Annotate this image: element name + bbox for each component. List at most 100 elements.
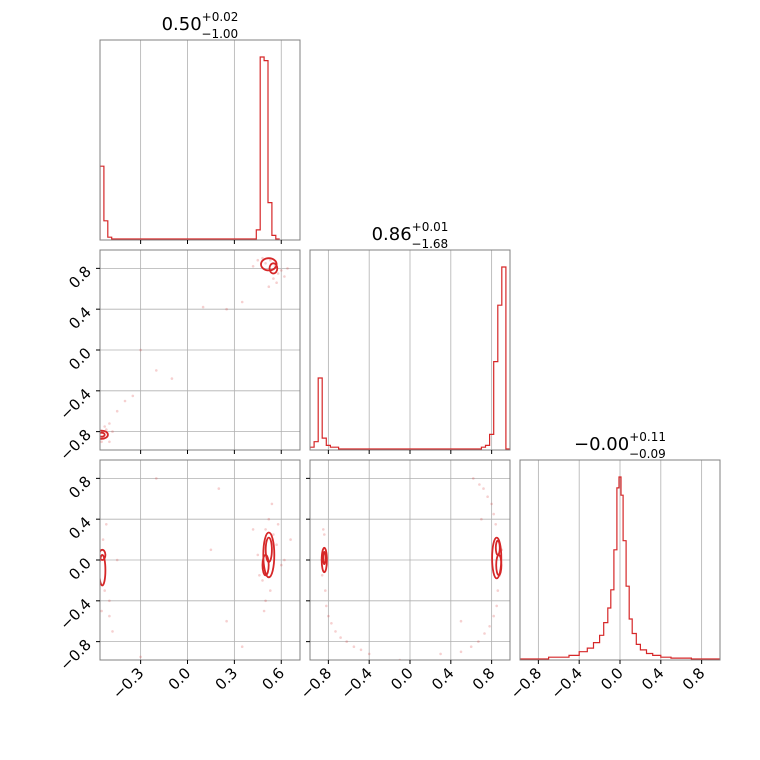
scatter-1-2-point	[459, 619, 463, 623]
scatter-0-2-point	[100, 609, 103, 613]
hist-0-title: 0.50+0.02 −1.00	[162, 10, 239, 41]
scatter-0-1-point	[131, 394, 135, 398]
hist-0-step	[100, 56, 280, 240]
scatter-0-1-point	[155, 369, 158, 372]
scatter-0-1-ytick-label: 0.0	[65, 344, 95, 374]
scatter-0-2-ytick-label: 0.8	[65, 472, 95, 502]
scatter-0-1-point	[108, 440, 111, 444]
scatter-0-2-point	[272, 533, 275, 536]
scatter-0-2-point	[105, 523, 108, 526]
hist-2-xtick-label: −0.8	[507, 664, 545, 702]
scatter-0-2-point	[267, 517, 271, 521]
scatter-0-2-point	[155, 477, 158, 480]
scatter-0-1-point	[115, 409, 119, 413]
scatter-1-2-point	[477, 640, 480, 643]
scatter-0-2-point	[240, 645, 244, 648]
scatter-1-2-contour	[494, 539, 501, 556]
scatter-1-2-xtick-label: −0.8	[297, 664, 335, 702]
scatter-0-1-point	[264, 262, 267, 265]
scatter-0-2-point	[256, 553, 260, 557]
scatter-0-2-point	[108, 599, 111, 603]
scatter-1-2-point	[494, 523, 498, 526]
scatter-1-2-point	[322, 528, 325, 531]
scatter-1-2-point	[439, 652, 442, 656]
scatter-0-2-point	[217, 487, 221, 490]
scatter-0-1-point	[256, 258, 260, 262]
scatter-0-1-point	[201, 305, 205, 309]
scatter-1-2-point	[459, 650, 463, 654]
scatter-0-2-ytick-label: −0.4	[56, 595, 94, 633]
scatter-0-2-point	[101, 538, 105, 541]
scatter-0-1-point	[267, 285, 271, 289]
scatter-0-1-contour	[100, 431, 106, 438]
scatter-1-2-point	[339, 636, 342, 639]
scatter-0-2-point	[262, 609, 266, 613]
scatter-0-1-point	[261, 256, 264, 260]
hist-2-xtick-label: 0.4	[638, 664, 668, 694]
scatter-0-2-point	[139, 655, 142, 659]
scatter-0-2-point	[225, 619, 228, 623]
scatter-0-2-point	[264, 599, 267, 603]
scatter-1-2-point	[483, 632, 486, 635]
scatter-1-2-point	[325, 604, 328, 608]
scatter-0-2-xtick-label: 0.6	[258, 664, 288, 694]
scatter-1-2-point	[469, 645, 473, 648]
hist-1-title-value: 0.86	[372, 224, 412, 245]
scatter-0-2-point	[264, 528, 267, 531]
scatter-1-2-point	[345, 640, 349, 643]
hist-0-panel: 0.50+0.02 −1.00	[99, 10, 301, 244]
scatter-0-2-ytick-label: −0.8	[56, 636, 94, 674]
hist-1-step	[310, 266, 510, 450]
scatter-0-1-ytick-label: 0.8	[65, 262, 95, 292]
scatter-0-1-point	[108, 422, 111, 425]
scatter-0-2-point	[261, 579, 264, 582]
scatter-0-1-point	[280, 269, 283, 272]
scatter-1-2-point	[480, 517, 483, 521]
scatter-1-2-xtick-label: −0.4	[338, 664, 376, 702]
scatter-0-2-point	[103, 589, 106, 592]
scatter-0-1-content	[100, 256, 289, 444]
scatter-0-2-xtick-label: −0.3	[109, 664, 147, 702]
scatter-0-2-point	[276, 523, 280, 526]
scatter-0-2-contour	[262, 531, 276, 579]
scatter-1-2-point	[495, 604, 499, 608]
scatter-0-2-ytick-label: 0.0	[65, 554, 95, 584]
scatter-0-1-panel: −0.8−0.4 0.0 0.4 0.8	[56, 249, 301, 464]
scatter-0-2-point	[115, 558, 119, 562]
scatter-0-1-ytick-label: −0.8	[56, 426, 94, 464]
scatter-1-2-point	[488, 625, 491, 628]
scatter-0-1-contour	[100, 429, 109, 440]
scatter-0-2-point	[251, 528, 255, 531]
scatter-0-2-point	[209, 548, 213, 552]
hist-2-xtick-label: 0.8	[679, 664, 709, 694]
scatter-1-2-xtick-label: 0.0	[387, 664, 417, 694]
hist-2-xtick-label: −0.4	[548, 664, 586, 702]
scatter-0-2-contour	[261, 553, 270, 577]
scatter-0-1-point	[283, 275, 286, 278]
scatter-1-2-point	[327, 614, 330, 618]
scatter-0-1-point	[272, 277, 275, 280]
scatter-0-2-point	[108, 614, 111, 618]
hist-0-frame	[99, 39, 301, 241]
scatter-0-2-content	[100, 477, 292, 659]
scatter-1-2-contour	[495, 553, 503, 577]
scatter-0-1-point	[286, 267, 289, 270]
scatter-1-2-point	[496, 589, 500, 592]
hist-1-title-minus: −1.68	[411, 237, 448, 251]
scatter-1-2-contour	[322, 551, 327, 566]
hist-1-title-plus: +0.01	[412, 220, 449, 234]
hist-2-title-minus: −0.09	[629, 447, 666, 461]
scatter-0-2-point	[270, 502, 274, 506]
scatter-1-2-point	[323, 533, 326, 536]
scatter-0-2-point	[258, 574, 261, 577]
hist-2-step	[520, 476, 720, 660]
scatter-0-2-xtick-label: 0.0	[165, 664, 195, 694]
scatter-1-2-point	[478, 483, 481, 486]
scatter-1-2-xtick-label: 0.8	[469, 664, 499, 694]
scatter-1-2-point	[352, 645, 356, 648]
scatter-1-2-point	[367, 652, 371, 656]
scatter-0-2-xtick-label: 0.3	[212, 664, 242, 694]
scatter-0-1-point	[170, 377, 174, 380]
scatter-0-2-contour	[100, 554, 107, 587]
